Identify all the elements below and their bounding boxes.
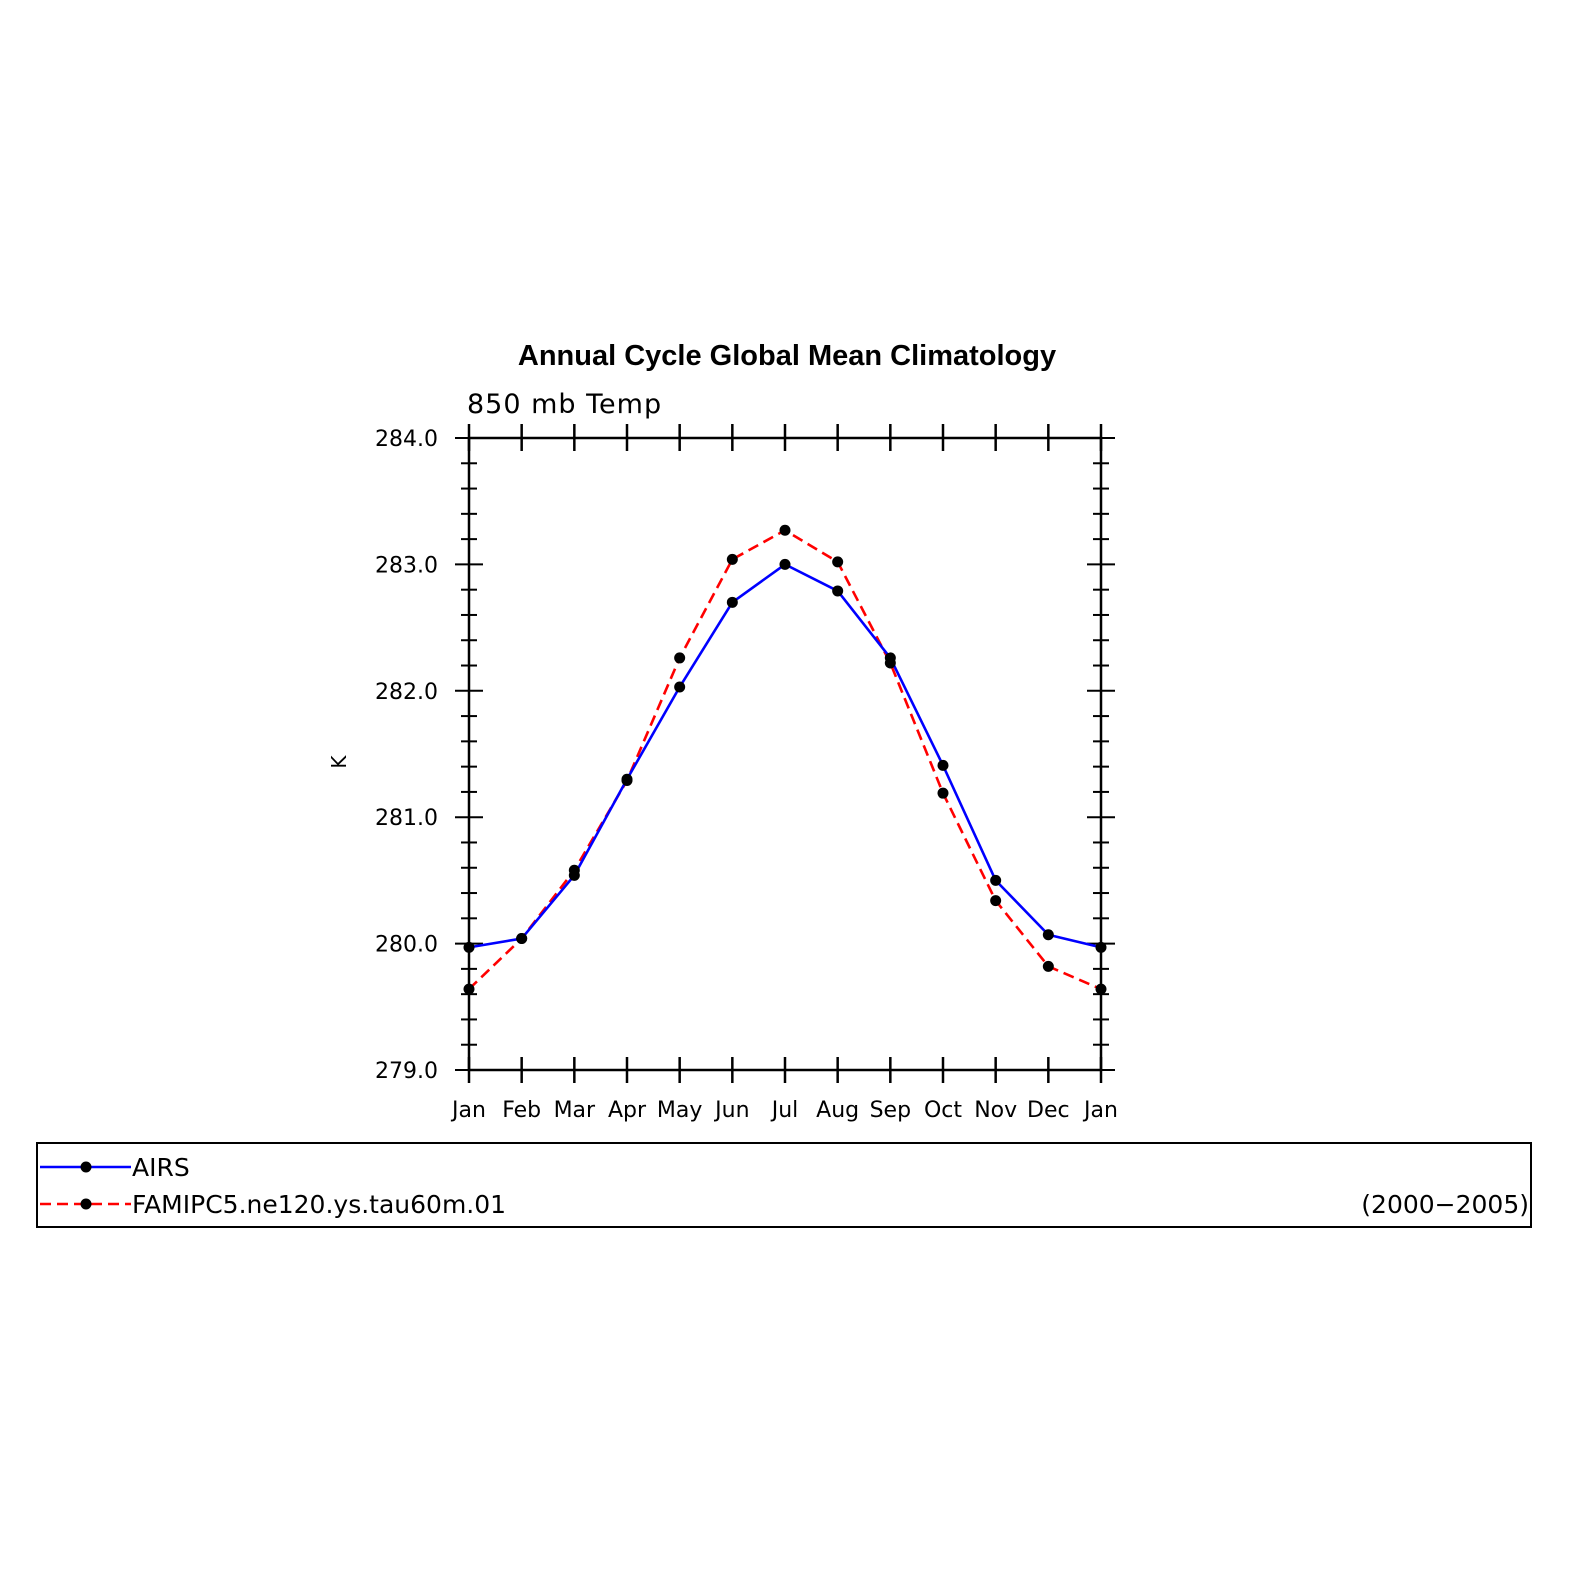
series-line-1 xyxy=(468,528,1102,991)
legend: AIRS FAMIPC5.ne120.ys.tau60m.01 (2000−2005… xyxy=(36,1142,1532,1228)
y-axis-label: K xyxy=(327,755,351,769)
legend-box xyxy=(36,1142,1532,1228)
x-tick-label: Apr xyxy=(608,1098,647,1123)
legend-marker-1 xyxy=(80,1198,92,1210)
x-tick-label: Jan xyxy=(450,1098,486,1123)
plot-area: Jan Feb Mar Apr May Jun Jul Aug Sep Oct Nov Dec Jan 2… xyxy=(375,424,1118,1123)
y-tick-label: 284.0 xyxy=(375,427,438,452)
y-tick-label: 283.0 xyxy=(375,553,438,578)
y-tick-label: 282.0 xyxy=(375,680,438,705)
y-tick-label: 279.0 xyxy=(375,1059,438,1084)
series-1-point xyxy=(884,657,896,669)
series-1-point xyxy=(516,933,528,945)
series-1-point xyxy=(1095,983,1107,995)
series-0-point xyxy=(1095,941,1107,953)
series-1-point xyxy=(832,556,844,568)
legend-period-label: (2000−2005) xyxy=(1361,1190,1529,1219)
x-tick-label: Dec xyxy=(1027,1098,1070,1123)
series-1-point xyxy=(621,775,633,787)
series-0-point xyxy=(726,596,738,608)
series-0-point xyxy=(674,681,686,693)
series-1-point xyxy=(1042,960,1054,972)
series-1-point xyxy=(568,864,580,876)
legend-marker-0 xyxy=(80,1161,92,1173)
series-0-point xyxy=(832,585,844,597)
x-tick-label: Nov xyxy=(974,1098,1017,1123)
series-1-point xyxy=(463,983,475,995)
series-line-0 xyxy=(468,563,1102,949)
series-1-point xyxy=(937,787,949,799)
y-tick-label: 280.0 xyxy=(375,933,438,958)
legend-label-1: FAMIPC5.ne120.ys.tau60m.01 xyxy=(132,1190,506,1219)
x-tick-label: Aug xyxy=(816,1098,859,1123)
series-0-point xyxy=(779,558,791,570)
series-1-point xyxy=(674,652,686,664)
x-tick-label: Mar xyxy=(554,1098,596,1123)
chart-title: Annual Cycle Global Mean Climatology xyxy=(518,340,1056,372)
series-1-point xyxy=(726,553,738,565)
series-0-point xyxy=(990,874,1002,886)
x-tick-label: Jun xyxy=(713,1098,749,1123)
x-tick-label: Oct xyxy=(924,1098,962,1123)
x-tick-label: Jan xyxy=(1082,1098,1118,1123)
series-0-point xyxy=(463,941,475,953)
x-tick-label: Jul xyxy=(770,1098,799,1123)
series-0-point xyxy=(937,759,949,771)
x-tick-label: May xyxy=(657,1098,702,1123)
series-0-point xyxy=(1042,929,1054,941)
series-1-point xyxy=(990,895,1002,907)
x-tick-label: Feb xyxy=(502,1098,541,1123)
y-tick-label: 281.0 xyxy=(375,806,438,831)
chart-subtitle: 850 mb Temp xyxy=(467,389,662,420)
x-tick-label: Sep xyxy=(870,1098,911,1123)
legend-label-0: AIRS xyxy=(132,1153,190,1182)
series-1-point xyxy=(779,524,791,536)
